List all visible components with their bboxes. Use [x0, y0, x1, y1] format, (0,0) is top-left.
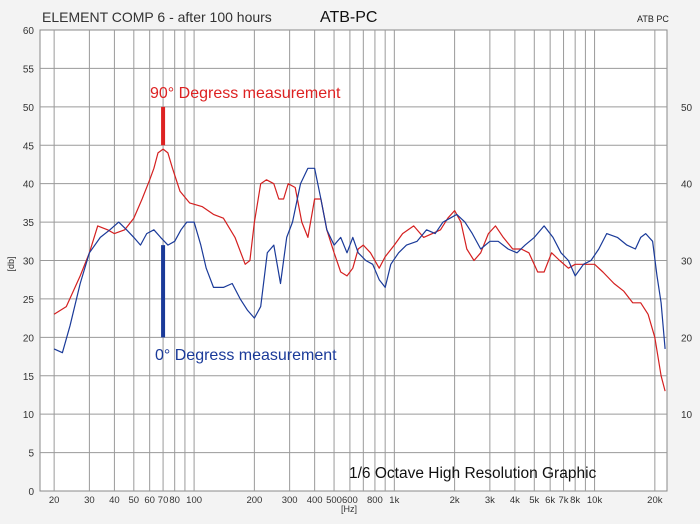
x-tick-label: 50 — [129, 495, 140, 506]
x-tick-label: 100 — [186, 495, 202, 506]
tick-labels: 0 5 10 15 20 25 30 35 40 45 50 55 60 10 20 30 40 50 20 30 40… — [23, 26, 693, 506]
y-tick-label: 0 — [28, 487, 34, 498]
x-tick-label: 30 — [84, 495, 95, 506]
y-tick-label: 35 — [23, 218, 35, 229]
y-tick-label: 5 — [28, 449, 34, 460]
chart-caption: 1/6 Octave High Resolution Graphic — [349, 465, 597, 482]
y-tick-label-right: 20 — [681, 333, 693, 344]
brand-corner-label: ATB PC — [637, 14, 669, 24]
y-tick-label: 45 — [23, 141, 35, 152]
x-tick-label: 1k — [389, 495, 399, 506]
grid — [39, 29, 668, 492]
y-tick-label: 40 — [23, 180, 35, 191]
y-tick-label: 10 — [23, 410, 35, 421]
series-90deg-line — [53, 148, 666, 392]
y-tick-label: 55 — [23, 64, 35, 75]
y-tick-label-right: 10 — [681, 410, 693, 421]
y-axis-label: [db] — [6, 256, 16, 271]
chart-title: ELEMENT COMP 6 - after 100 hours — [42, 9, 272, 25]
y-tick-label: 20 — [23, 333, 35, 344]
x-tick-label: 4k — [510, 495, 520, 506]
x-axis-label: [Hz] — [341, 504, 357, 514]
annotations: 90° Degress measurement 0° Degress measur… — [150, 85, 341, 364]
x-tick-label: 600 — [342, 495, 358, 506]
y-tick-label: 50 — [23, 103, 35, 114]
x-tick-label: 60 — [144, 495, 155, 506]
x-tick-label: 20 — [49, 495, 60, 506]
x-tick-label: 2k — [450, 495, 460, 506]
y-tick-label: 25 — [23, 295, 35, 306]
curves — [53, 148, 666, 392]
x-tick-label: 400 — [307, 495, 323, 506]
x-tick-label: 70 — [158, 495, 169, 506]
annotation-0deg: 0° Degress measurement — [155, 347, 337, 364]
x-tick-label: 200 — [246, 495, 262, 506]
brand-label: ATB-PC — [320, 9, 377, 26]
series-0deg-line — [53, 167, 666, 354]
x-tick-label: 8k — [570, 495, 580, 506]
y-tick-label: 15 — [23, 372, 35, 383]
x-tick-label: 40 — [109, 495, 120, 506]
x-tick-label: 5k — [529, 495, 539, 506]
x-tick-label: 7k — [559, 495, 569, 506]
x-tick-label: 3k — [485, 495, 495, 506]
x-tick-label: 6k — [545, 495, 555, 506]
y-tick-label: 30 — [23, 257, 35, 268]
x-tick-label: 20k — [647, 495, 663, 506]
x-tick-label: 800 — [367, 495, 383, 506]
y-tick-label: 60 — [23, 26, 35, 37]
annotation-90deg: 90° Degress measurement — [150, 85, 341, 102]
x-tick-label: 300 — [282, 495, 298, 506]
x-tick-label: 500 — [326, 495, 342, 506]
y-tick-label-right: 30 — [681, 257, 693, 268]
x-tick-label: 10k — [587, 495, 603, 506]
x-tick-label: 80 — [169, 495, 180, 506]
y-tick-label-right: 50 — [681, 103, 693, 114]
y-tick-label-right: 40 — [681, 180, 693, 191]
